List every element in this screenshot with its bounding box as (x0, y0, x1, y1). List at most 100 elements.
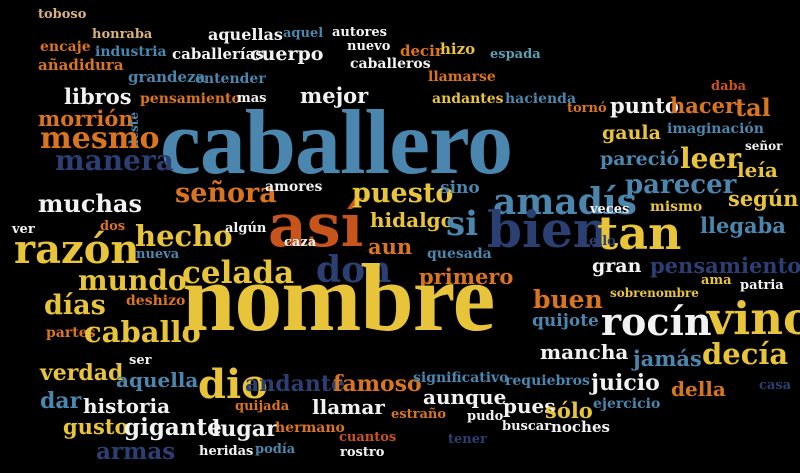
word-significativo: significativo (413, 370, 509, 386)
word-bien: bien (487, 200, 610, 259)
word-leia: leía (737, 158, 778, 182)
word-gaula: gaula (602, 122, 661, 144)
word-leer: leer (680, 142, 742, 175)
word-pensamiento: pensamiento (140, 91, 241, 107)
word-mejor: mejor (300, 83, 369, 108)
word-dias: días (44, 290, 106, 321)
word-juicio: juicio (591, 370, 660, 396)
word-dio: dio (198, 361, 268, 408)
word-gran: gran (592, 255, 642, 277)
word-estrano: estraño (391, 407, 446, 422)
word-libros: libros (64, 84, 132, 109)
word-podia: podía (255, 442, 296, 457)
word-lugar: lugar (212, 416, 278, 442)
word-pudo: pudo (467, 409, 504, 424)
word-sino: sino (440, 178, 480, 198)
word-amadis: amadís (493, 181, 637, 223)
word-parecio: pareció (600, 148, 680, 170)
word-torno: tornó (567, 101, 607, 116)
word-heridas: heridas (199, 444, 254, 459)
word-grandeza: grandeza (128, 68, 206, 86)
word-honraba: honraba (92, 27, 153, 42)
word-segun: según (728, 186, 799, 211)
word-dar: dar (40, 388, 82, 414)
word-partes: partes (46, 325, 96, 341)
word-andantes: andantes (432, 91, 504, 107)
word-tal: tal (735, 93, 771, 122)
word-morrion: morrión (38, 106, 134, 131)
word-hacer: hacer (670, 93, 737, 118)
word-llegaba: llegaba (700, 213, 786, 238)
word-ver: ver (12, 222, 35, 237)
word-anadidura: añadidura (38, 56, 124, 74)
word-solo: sólo (545, 398, 593, 423)
word-parecer: parecer (625, 170, 737, 200)
word-senor: señor (745, 139, 783, 153)
word-caza: caza (284, 235, 317, 250)
word-algun: algún (225, 221, 267, 236)
word-patria: patria (740, 278, 784, 293)
word-nombre: nombre (182, 244, 495, 351)
word-casa: casa (759, 378, 792, 393)
word-mismo: mismo (650, 199, 703, 215)
word-hecho: hecho (135, 219, 233, 253)
word-pensamientos: pensamientos (650, 253, 800, 278)
word-espada: espada (490, 47, 541, 62)
word-quijote: quijote (532, 311, 599, 331)
word-puesto: puesto (352, 178, 454, 209)
word-mundo: mundo (78, 264, 187, 297)
word-caballerias: caballerías (172, 45, 264, 63)
word-amores: amores (265, 179, 323, 195)
word-razon: razón (14, 226, 140, 273)
word-llamar: llamar (312, 395, 385, 419)
word-hermano: hermano (275, 420, 345, 436)
word-llamarse: llamarse (428, 69, 496, 85)
word-ello: ello (589, 234, 616, 249)
word-della: della (671, 377, 726, 401)
word-veces: veces (590, 202, 630, 217)
word-toboso: toboso (38, 7, 87, 22)
word-gigante: gigante (124, 414, 222, 441)
word-mancha: mancha (540, 340, 629, 364)
word-vino: vino (707, 292, 800, 345)
word-noches: noches (551, 418, 610, 436)
word-aquellas: aquellas (208, 25, 283, 44)
word-muchas: muchas (38, 189, 142, 218)
word-buen: buen (533, 285, 603, 314)
word-sobrenombre: sobrenombre (610, 286, 699, 300)
word-quesada: quesada (427, 246, 492, 262)
word-caballeros: caballeros (350, 56, 431, 72)
word-punto: punto (610, 93, 679, 118)
word-si: si (446, 204, 479, 244)
word-historia: historia (83, 394, 171, 418)
word-requiebros: requiebros (505, 373, 590, 389)
word-daba: daba (711, 79, 747, 94)
word-mas: mas (237, 91, 267, 106)
word-industria: industria (95, 44, 167, 60)
word-quijada: quijada (235, 399, 290, 414)
word-dos: dos (100, 219, 126, 234)
word-jamas: jamás (633, 346, 702, 371)
word-aquella: aquella (116, 368, 199, 392)
word-ama: ama (701, 273, 732, 288)
word-andante: andante (245, 371, 346, 397)
word-don: don (316, 249, 392, 291)
word-senora: señora (175, 178, 277, 209)
word-hacienda: hacienda (505, 91, 577, 107)
word-armas: armas (96, 438, 176, 465)
word-rocin: rocín (601, 299, 712, 344)
word-tan: tan (597, 206, 682, 260)
word-famoso: famoso (333, 371, 422, 397)
word-asi: así (268, 191, 364, 261)
word-imaginacion: imaginación (667, 121, 764, 137)
word-hizo: hizo (440, 40, 476, 58)
word-mesmo: mesmo (40, 121, 160, 156)
word-deshizo: deshizo (126, 293, 186, 309)
word-tener: tener (448, 432, 487, 447)
word-hidalgo: hidalgo (370, 208, 455, 232)
word-caballo: caballo (84, 315, 201, 349)
word-aunque: aunque (423, 385, 507, 409)
word-entender: entender (195, 71, 266, 87)
word-cuerpo: cuerpo (250, 43, 324, 65)
